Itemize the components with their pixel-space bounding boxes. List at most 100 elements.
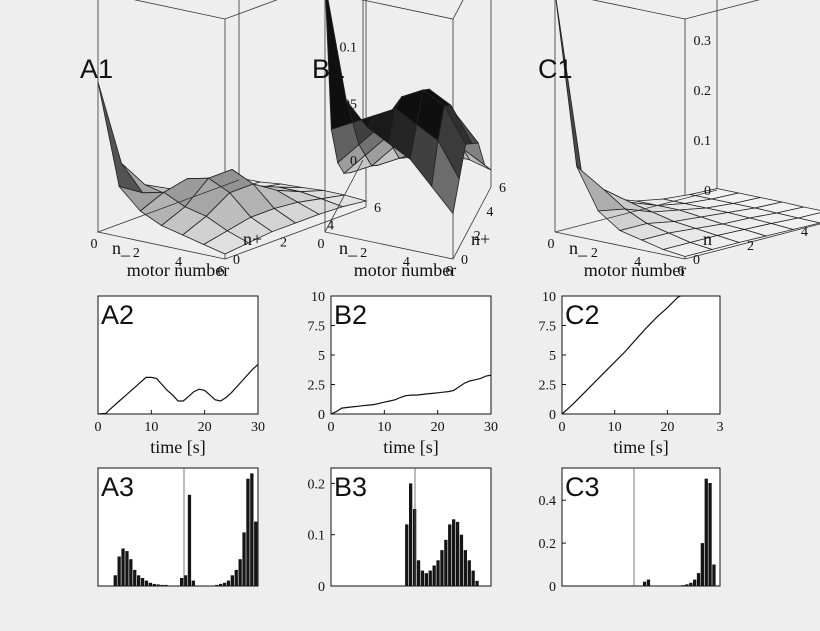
y-tick-label: 10: [311, 290, 325, 305]
z-tick-label: 0: [350, 154, 357, 169]
x-axis-title: motor number: [354, 260, 456, 280]
y-tick-label: 4: [801, 225, 808, 240]
x-tick-label: 2: [591, 246, 598, 261]
x-tick-label: 0: [548, 237, 555, 252]
y-tick-label: 0: [318, 408, 325, 423]
y-tick-label: 5: [318, 349, 325, 364]
histogram-bar: [682, 585, 685, 586]
histogram-bar: [164, 585, 167, 586]
y-tick-label: 0: [549, 580, 556, 595]
x-tick-label: 20: [198, 420, 212, 435]
histogram-bar: [712, 565, 715, 587]
histogram-bar: [246, 479, 249, 586]
z-tick-label: 0.1: [694, 134, 712, 149]
x-tick-label: 10: [608, 420, 622, 435]
histogram-bar: [223, 583, 226, 586]
y-tick-label: 6: [374, 201, 381, 216]
histogram-bar: [693, 580, 696, 586]
histogram-bar: [157, 584, 160, 586]
y-tick-label: 0.1: [308, 529, 326, 544]
histogram-bar: [456, 522, 459, 586]
histogram-bar: [708, 483, 711, 586]
x-axis-title: time [s]: [613, 437, 669, 457]
histogram-bar: [701, 543, 704, 586]
surface-patch: [555, 0, 604, 190]
x-axis-title: time [s]: [383, 437, 439, 457]
y-tick-label: 2.5: [308, 379, 326, 394]
histogram-bar: [417, 560, 420, 586]
histogram-bar: [444, 540, 447, 586]
x-tick-label: 2: [133, 246, 140, 261]
y-tick-label: 6: [499, 181, 506, 196]
histogram-bar: [643, 582, 646, 586]
n-plus-label: n+: [471, 229, 490, 249]
y-tick-label: 2: [280, 236, 287, 251]
histogram-bar: [227, 581, 230, 586]
histogram-bar: [464, 550, 467, 586]
n-minus-label: n_: [569, 238, 588, 258]
x-axis-title: motor number: [127, 260, 229, 280]
x-tick-label: 0: [91, 237, 98, 252]
n-minus-label: n_: [339, 238, 358, 258]
panel-label: C2: [565, 300, 600, 330]
z-tick-label: 0.3: [694, 34, 712, 49]
panel-label: B3: [334, 472, 367, 502]
panel-label: A3: [101, 472, 134, 502]
surface-box-top: [555, 0, 820, 19]
z-tick-label: 0: [704, 184, 711, 199]
y-tick-label: 0.4: [539, 494, 557, 509]
y-tick-label: 7.5: [539, 320, 557, 335]
histogram-bar: [141, 578, 144, 586]
histogram-bar: [215, 585, 218, 586]
n-plus-label: n+: [243, 229, 262, 249]
n-plus-label: n: [703, 229, 712, 249]
x-tick-label: 10: [377, 420, 391, 435]
histogram-bar: [231, 575, 234, 586]
x-tick-label: 0: [318, 237, 325, 252]
histogram-bar: [472, 571, 475, 586]
histogram-bar: [433, 566, 436, 587]
y-tick-label: 4: [486, 205, 493, 220]
x-tick-label: 2: [360, 246, 367, 261]
histogram-bar: [429, 571, 432, 586]
histogram-bar: [153, 584, 156, 586]
histogram-bar: [133, 570, 136, 586]
surface-patch: [577, 167, 626, 212]
histogram-bar: [137, 575, 140, 586]
histogram-bar: [436, 560, 439, 586]
histogram-bar: [145, 581, 148, 586]
histogram-bar: [125, 551, 128, 586]
surface-box-top: [325, 0, 491, 19]
histogram-bar: [239, 559, 242, 586]
panel-label: C3: [565, 472, 600, 502]
x-axis-title: motor number: [584, 260, 686, 280]
histogram-bar: [475, 581, 478, 586]
x-tick-label: 0: [559, 420, 566, 435]
histogram-bar: [697, 573, 700, 586]
panel-label: B2: [334, 300, 367, 330]
histogram-bar: [405, 524, 408, 586]
y-tick-label: 0: [461, 253, 468, 268]
histogram-bar: [254, 522, 257, 586]
y-tick-label: 10: [542, 290, 556, 305]
y-tick-label: 7.5: [308, 320, 326, 335]
y-tick-label: 5: [549, 349, 556, 364]
histogram-bar: [250, 473, 253, 586]
histogram-bar: [440, 550, 443, 586]
histogram-bar: [468, 560, 471, 586]
histogram-bar: [235, 570, 238, 586]
histogram-bar: [421, 571, 424, 586]
y-tick-label: 0: [549, 408, 556, 423]
n-minus-label: n_: [112, 238, 131, 258]
histogram-bar: [705, 479, 708, 586]
histogram-bar: [160, 585, 163, 586]
panel-label: B1: [312, 54, 345, 84]
histogram-bar: [192, 581, 195, 586]
histogram-bar: [219, 584, 222, 586]
